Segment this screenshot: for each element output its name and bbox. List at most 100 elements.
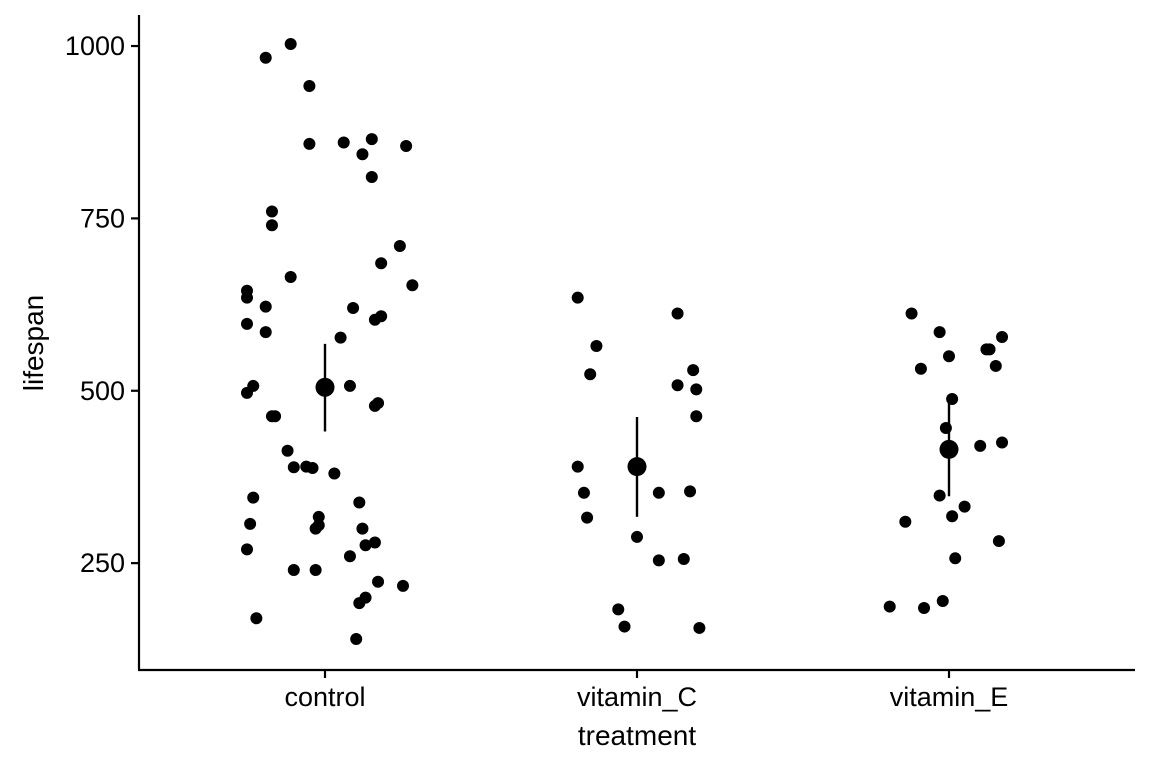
data-point	[631, 530, 643, 543]
jitter-points	[241, 37, 1009, 645]
data-point	[996, 436, 1009, 449]
data-point	[356, 148, 369, 161]
y-tick-label: 750	[80, 203, 125, 233]
x-axis-title: treatment	[578, 720, 696, 751]
data-point	[690, 383, 703, 396]
data-point	[284, 37, 297, 50]
data-point	[375, 257, 388, 270]
data-point	[312, 510, 325, 523]
data-point	[259, 326, 272, 339]
x-tick-label-control: control	[284, 682, 365, 712]
data-point	[933, 326, 946, 339]
data-point	[914, 362, 927, 375]
data-point	[936, 595, 949, 608]
y-tick-label: 1000	[65, 31, 125, 61]
x-axis-ticks: control vitamin_C vitamin_E	[284, 670, 1008, 712]
data-point	[899, 515, 912, 528]
data-point	[250, 612, 263, 625]
data-point	[393, 239, 406, 252]
data-point	[618, 620, 631, 633]
data-point	[350, 632, 363, 645]
data-point	[581, 511, 594, 524]
data-point	[671, 379, 684, 392]
data-point	[353, 496, 366, 509]
data-point	[989, 359, 1002, 372]
data-point	[347, 302, 360, 315]
x-tick-label-vitamin-e: vitamin_E	[890, 682, 1009, 712]
data-point	[949, 552, 962, 565]
data-point	[905, 307, 918, 320]
y-tick-label: 250	[80, 548, 125, 578]
data-point	[687, 364, 700, 377]
mean-point	[627, 457, 647, 477]
data-point	[244, 517, 257, 530]
data-point	[356, 522, 369, 535]
data-point	[284, 271, 297, 283]
data-point	[918, 601, 931, 614]
data-point	[958, 500, 971, 513]
data-point	[303, 137, 316, 150]
data-point	[287, 461, 300, 474]
data-point	[400, 140, 413, 152]
data-point	[247, 491, 260, 504]
data-point	[684, 485, 697, 498]
data-point	[337, 136, 350, 149]
data-point	[241, 543, 253, 556]
data-point	[996, 330, 1009, 343]
data-point	[612, 603, 625, 616]
data-point	[303, 80, 316, 93]
data-point	[652, 486, 665, 499]
mean-point	[939, 439, 959, 459]
data-point	[577, 486, 590, 499]
data-point	[372, 397, 385, 410]
data-point	[269, 410, 282, 423]
data-point	[241, 317, 253, 330]
data-point	[397, 579, 409, 592]
y-axis-title: lifespan	[18, 295, 49, 392]
data-point	[343, 379, 356, 392]
mean-error-bars	[315, 343, 959, 517]
data-point	[677, 552, 690, 565]
data-point	[590, 339, 603, 352]
data-point	[241, 284, 253, 297]
data-point	[281, 444, 294, 457]
data-point	[287, 564, 300, 577]
data-point	[974, 439, 987, 452]
y-tick-label: 500	[80, 376, 125, 406]
data-point	[334, 331, 347, 344]
data-point	[943, 350, 955, 363]
data-point	[992, 535, 1005, 548]
data-point	[368, 313, 381, 326]
data-point	[359, 539, 372, 552]
data-point	[306, 461, 319, 474]
data-point	[259, 300, 272, 313]
data-point	[671, 307, 684, 320]
data-point	[353, 597, 366, 610]
y-axis-ticks: 250 500 750 1000	[65, 31, 139, 578]
data-point	[933, 489, 946, 502]
data-point	[693, 621, 706, 634]
data-point	[343, 550, 356, 563]
data-point	[883, 600, 896, 613]
data-point	[584, 368, 597, 381]
data-point	[265, 219, 278, 232]
data-point	[372, 575, 385, 588]
mean-point	[315, 377, 335, 397]
data-point	[983, 343, 996, 356]
data-point	[690, 410, 703, 423]
data-point	[265, 205, 278, 218]
data-point	[365, 171, 378, 184]
data-point	[406, 279, 419, 292]
data-point	[309, 522, 322, 535]
data-point	[365, 133, 378, 146]
data-point	[652, 554, 665, 567]
data-point	[946, 510, 959, 523]
x-tick-label-vitamin-c: vitamin_C	[577, 682, 697, 712]
data-point	[309, 564, 322, 577]
data-point	[571, 460, 584, 473]
data-point	[571, 291, 584, 304]
data-point	[328, 467, 341, 480]
data-point	[259, 51, 272, 64]
data-point	[247, 379, 260, 392]
